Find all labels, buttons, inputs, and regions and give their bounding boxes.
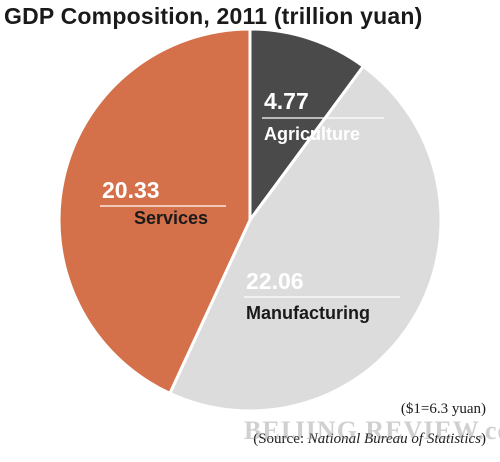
source-prefix: (Source:	[253, 431, 308, 447]
pie-slice-services	[57, 27, 252, 395]
exchange-rate-note: ($1=6.3 yuan)	[400, 401, 486, 417]
slice-name-manufacturing: Manufacturing	[246, 303, 370, 323]
slice-name-services: Services	[134, 208, 208, 228]
slice-name-agriculture: Agriculture	[264, 124, 360, 144]
pie-slice-agriculture	[248, 27, 365, 222]
source-note: (Source: National Bureau of Statistics)	[253, 431, 486, 448]
slice-value-services: 20.33	[102, 177, 160, 203]
chart-title: GDP Composition, 2011 (trillion yuan)	[4, 3, 423, 29]
source-name: National Bureau of Statistics	[307, 431, 481, 447]
slice-value-agriculture: 4.77	[264, 88, 309, 114]
slice-value-manufacturing: 22.06	[246, 268, 304, 294]
source-suffix: )	[481, 431, 486, 447]
pie-slice-manufacturing	[168, 64, 443, 413]
